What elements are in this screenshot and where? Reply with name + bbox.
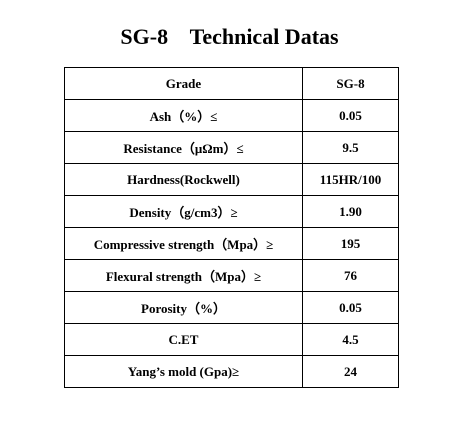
table-row: Yang’s mold (Gpa)≥ 24 (64, 355, 399, 388)
table-row: Hardness(Rockwell) 115HR/100 (64, 163, 399, 196)
property-cell: Ash（%）≤ (64, 99, 303, 132)
table-row: Porosity（%） 0.05 (64, 291, 399, 324)
property-cell: Resistance（μΩm）≤ (64, 131, 303, 164)
value-cell: SG-8 (302, 67, 399, 100)
title: SG-8 Technical Datas (120, 24, 339, 49)
value-cell: 4.5 (302, 323, 399, 356)
table-row: Compressive strength（Mpa）≥ 195 (64, 227, 399, 260)
table-row: Flexural strength（Mpa）≥ 76 (64, 259, 399, 292)
property-cell: Flexural strength（Mpa）≥ (64, 259, 303, 292)
value-cell: 24 (302, 355, 399, 388)
spec-table: Grade SG-8 Ash（%）≤ 0.05 Resistance（μΩm）≤ 9.5 H… (64, 67, 399, 388)
table-row: Ash（%）≤ 0.05 (64, 99, 399, 132)
property-cell: Hardness(Rockwell) (64, 163, 303, 196)
table-row: Density（g/cm3）≥ 1.90 (64, 195, 399, 228)
property-cell: Yang’s mold (Gpa)≥ (64, 355, 303, 388)
value-cell: 0.05 (302, 99, 399, 132)
value-cell: 195 (302, 227, 399, 260)
property-cell: Density（g/cm3）≥ (64, 195, 303, 228)
property-cell: Compressive strength（Mpa）≥ (64, 227, 303, 260)
property-cell: Porosity（%） (64, 291, 303, 324)
table-row: Resistance（μΩm）≤ 9.5 (64, 131, 399, 164)
property-cell: Grade (64, 67, 303, 100)
value-cell: 1.90 (302, 195, 399, 228)
value-cell: 115HR/100 (302, 163, 399, 196)
value-cell: 9.5 (302, 131, 399, 164)
table-row: C.ET 4.5 (64, 323, 399, 356)
property-cell: C.ET (64, 323, 303, 356)
value-cell: 0.05 (302, 291, 399, 324)
table-row: Grade SG-8 (64, 67, 399, 100)
value-cell: 76 (302, 259, 399, 292)
